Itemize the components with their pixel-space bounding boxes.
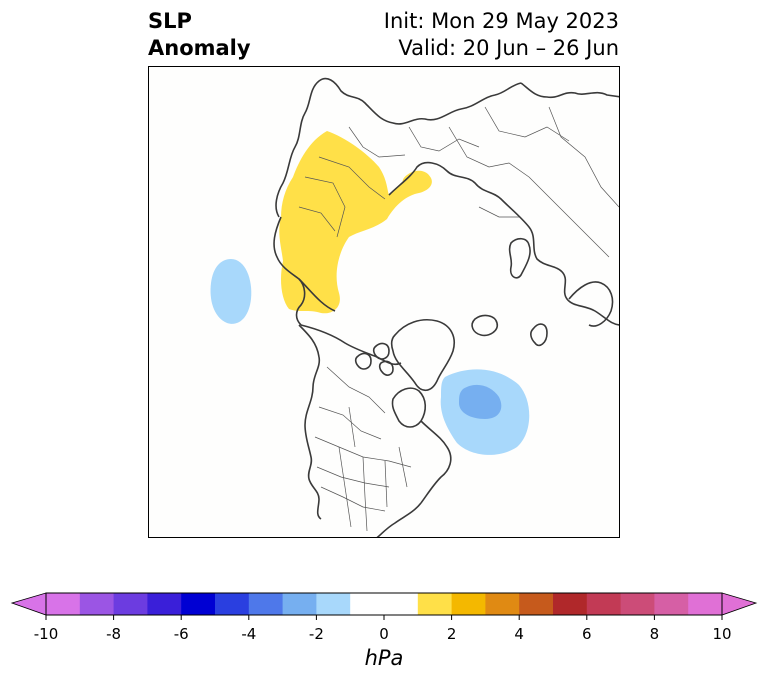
canadian-archipelago	[354, 342, 394, 376]
labrador-coastline	[420, 420, 452, 504]
title-line-1: SLP	[148, 9, 192, 33]
colorbar-tick-label: -6	[173, 625, 189, 643]
colorbar-tick-label: 0	[379, 625, 389, 643]
siberia-east-coast	[298, 278, 336, 312]
colorbar-extend-low	[10, 592, 47, 616]
colorbar-segment	[248, 593, 283, 615]
init-date: Init: Mon 29 May 2023	[383, 9, 619, 33]
colorbar-segment	[485, 593, 520, 615]
uk-coastline	[530, 323, 548, 347]
colorbar-extend-high	[721, 592, 758, 616]
colorbar-segment	[688, 593, 723, 615]
colorbar-tick-label: 8	[649, 625, 660, 643]
colorbar-segment	[451, 593, 486, 615]
colorbar-tick-label: 6	[582, 625, 592, 643]
colorbar	[10, 592, 758, 620]
colorbar-segment	[316, 593, 351, 615]
iceland-coastline	[471, 314, 499, 337]
country-borders	[298, 106, 619, 532]
colorbar-tick-label: 10	[712, 625, 732, 643]
colorbar-segment	[553, 593, 588, 615]
arctic-coast-russia	[388, 161, 619, 326]
positive-anomaly-asia	[279, 131, 432, 314]
map-panel	[148, 66, 620, 538]
colorbar-tick-label: -10	[33, 625, 59, 643]
negative-anomaly-atlantic-core	[459, 384, 502, 419]
colorbar-segment	[113, 593, 148, 615]
eurasia-coastline	[275, 77, 522, 218]
colorbar-segment	[282, 593, 317, 615]
title-line-2: Anomaly	[148, 36, 251, 60]
coastlines	[273, 77, 619, 537]
novaya-zemlya	[508, 237, 531, 279]
colorbar-segment	[620, 593, 655, 615]
colorbar-segment	[350, 593, 385, 615]
north-america-coastline	[298, 324, 322, 520]
colorbar-tick-label: -4	[241, 625, 257, 643]
colorbar-segment	[147, 593, 182, 615]
valid-date: Valid: 20 Jun – 26 Jun	[398, 36, 619, 60]
colorbar-tick-label: -8	[106, 625, 122, 643]
colorbar-segment	[79, 593, 114, 615]
slp-anomaly-map	[149, 67, 619, 537]
negative-anomaly-pacific	[210, 259, 252, 324]
colorbar-tick-label: -2	[308, 625, 324, 643]
colorbar-tick-label: 2	[446, 625, 457, 643]
colorbar-segment	[519, 593, 554, 615]
east-coast-us	[376, 502, 422, 537]
colorbar-segment	[654, 593, 689, 615]
colorbar-segment	[181, 593, 216, 615]
colorbar-segments	[46, 593, 723, 615]
colorbar-unit-label: hPa	[364, 646, 404, 670]
forecast-dates: Init: Mon 29 May 2023 Valid: 20 Jun – 26…	[384, 8, 619, 62]
colorbar-segment	[215, 593, 250, 615]
scandinavia-coastline	[568, 281, 614, 327]
colorbar-tick-label: 4	[514, 625, 524, 643]
colorbar-ticks	[45, 615, 723, 620]
colorbar-segment	[586, 593, 621, 615]
colorbar-segment	[384, 593, 419, 615]
map-title: SLP Anomaly	[148, 8, 251, 62]
europe-coastline	[520, 82, 619, 99]
colorbar-segment	[417, 593, 452, 615]
colorbar-segment	[46, 593, 81, 615]
greenland-coastline	[390, 319, 455, 392]
